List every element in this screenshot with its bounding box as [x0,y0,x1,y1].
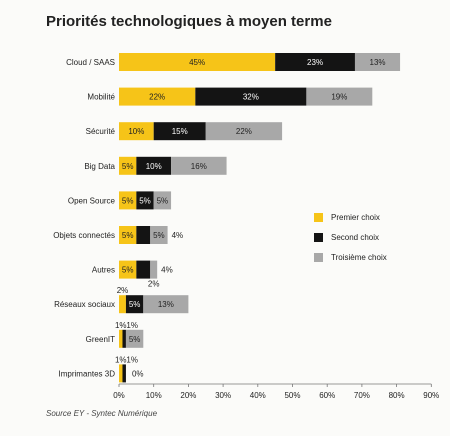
data-label-troisieme: 22% [236,127,252,136]
bar-second [125,295,144,314]
legend-item-second: Second choix [314,227,387,247]
bar-second [122,364,126,383]
data-label-premier: 1% [115,321,127,330]
category-label: Sécurité [86,127,116,136]
bar-troisieme [306,87,373,106]
bar-premier [119,191,137,210]
legend: Premier choix Second choix Troisième cho… [314,207,387,267]
bar-premier [119,122,154,141]
category-label: Objets connectés [53,231,115,240]
data-label-troisieme: 5% [129,335,141,344]
data-label-premier: 1% [115,355,127,364]
bar-second [136,260,151,279]
x-tick-label: 90% [423,391,439,400]
category-label: Mobilité [87,93,115,102]
legend-swatch-second [314,232,323,242]
legend-item-troisieme: Troisième choix [314,247,387,267]
bar-second [275,53,355,71]
bar-premier [119,260,137,279]
bar-troisieme [171,156,227,175]
x-tick-label: 50% [284,391,300,400]
x-tick-label: 70% [354,391,370,400]
data-label-second: 32% [243,93,259,102]
legend-swatch-premier [314,212,323,222]
data-label-troisieme: 13% [158,300,174,309]
chart-title: Priorités technologiques à moyen terme [46,13,332,30]
bar-second [136,156,172,175]
bar-second [136,226,151,244]
data-label-premier: 5% [122,162,134,171]
data-label-second: 4% [172,231,184,240]
legend-swatch-troisieme [314,252,323,262]
data-label-troisieme: 2% [148,280,160,289]
source-note: Source EY - Syntec Numérique [46,409,158,418]
category-label: Open Source [68,196,116,205]
bar-troisieme [205,122,283,141]
data-label-troisieme: 19% [331,93,347,102]
bar-second [136,191,154,210]
bar-premier [119,329,123,348]
bar-troisieme [125,329,144,348]
bar-troisieme [354,53,401,71]
category-label: Imprimantes 3D [59,369,116,378]
data-label-second: 4% [161,266,173,275]
bar-premier [119,87,196,106]
data-label-premier: 22% [149,93,165,102]
data-label-premier: 5% [122,231,134,240]
data-label-second: 5% [139,196,151,205]
data-label-second: 1% [126,321,138,330]
category-label: GreenIT [86,335,115,344]
x-tick-label: 80% [389,391,405,400]
legend-label-premier: Premier choix [331,212,380,222]
data-label-second: 10% [146,162,162,171]
bar-troisieme [153,191,172,210]
data-label-premier: 5% [122,266,134,275]
legend-label-troisieme: Troisième choix [331,252,387,262]
data-label-second: 23% [307,58,323,67]
bar-troisieme [150,226,168,244]
data-label-premier: 10% [128,127,144,136]
category-label: Big Data [84,162,115,171]
data-label-second: 1% [126,355,138,364]
data-label-premier: 2% [117,286,129,295]
x-tick-label: 0% [113,391,125,400]
legend-item-premier: Premier choix [314,207,387,227]
bar-premier [119,156,137,175]
bar-troisieme [143,295,189,314]
category-label: Autres [92,266,115,275]
x-tick-label: 60% [319,391,335,400]
data-label-premier: 45% [189,58,205,67]
category-label: Réseaux sociaux [54,300,115,309]
bar-premier [119,364,123,383]
x-tick-label: 30% [215,391,231,400]
data-label-troisieme: 5% [157,196,169,205]
bar-troisieme [150,260,158,279]
data-label-premier: 5% [122,196,134,205]
bar-second [153,122,206,141]
data-label-troisieme: 5% [153,231,165,240]
bar-second [122,329,126,348]
x-tick-label: 10% [146,391,162,400]
bar-second [195,87,307,106]
bar-premier [119,226,137,244]
data-label-second: 5% [129,300,141,309]
bar-premier [119,53,276,71]
data-label-second: 15% [172,127,188,136]
bar-premier [119,295,126,314]
x-tick-label: 20% [180,391,196,400]
x-tick-label: 40% [250,391,266,400]
data-label-troisieme: 13% [370,58,386,67]
data-label-troisieme: 0% [132,369,144,378]
data-label-troisieme: 16% [191,162,207,171]
category-label: Cloud / SAAS [66,58,115,67]
legend-label-second: Second choix [331,232,380,242]
